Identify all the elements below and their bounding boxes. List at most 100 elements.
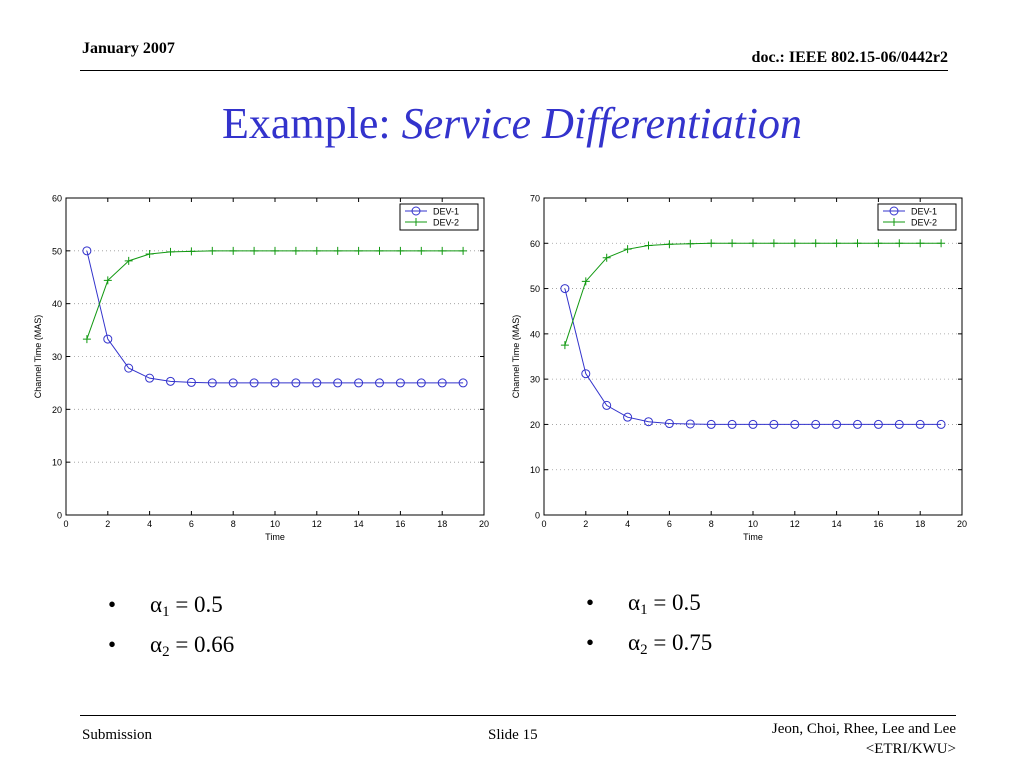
data-point-plus [291, 246, 300, 255]
bullet-greek: α [150, 632, 163, 657]
x-tick-label: 2 [105, 519, 110, 529]
data-point-circle [207, 378, 217, 388]
data-point-plus [375, 246, 384, 255]
data-point-circle [936, 419, 946, 429]
data-point-circle [769, 419, 779, 429]
data-point-circle [685, 419, 695, 429]
data-point-circle [124, 363, 134, 373]
data-point-circle [706, 419, 716, 429]
footer-divider [80, 715, 956, 716]
y-tick-label: 10 [52, 458, 62, 468]
y-tick-label: 20 [52, 405, 62, 415]
data-point-circle [103, 334, 113, 344]
y-tick-label: 10 [530, 465, 540, 475]
x-axis-label: Time [743, 532, 763, 542]
data-point-circle [894, 419, 904, 429]
data-point-plus [271, 246, 279, 255]
data-point-circle [873, 419, 883, 429]
data-point-circle [790, 419, 800, 429]
data-point-plus [644, 241, 653, 250]
data-point-circle [186, 377, 196, 387]
data-point-circle [727, 419, 737, 429]
data-point-circle [249, 378, 259, 388]
series-line-dev-1 [86, 250, 464, 384]
bullet-list-left: • α1 = 0.5 • α2 = 0.66 [108, 589, 234, 669]
y-tick-label: 70 [530, 194, 540, 204]
slide-title: Example: Service Differentiation [0, 102, 1024, 146]
data-point-plus [560, 341, 569, 350]
y-tick-label: 50 [530, 284, 540, 294]
bullet-subscript: 1 [640, 602, 648, 618]
data-point-plus [333, 246, 342, 255]
y-tick-label: 40 [530, 329, 540, 339]
header-date: January 2007 [82, 40, 175, 57]
slide-title-emphasis: Service Differentiation [401, 99, 802, 148]
data-point-circle [853, 419, 862, 429]
data-point-circle [623, 412, 633, 422]
bullet-list-right: • α1 = 0.5 • α2 = 0.75 [586, 587, 712, 667]
data-point-circle [411, 206, 421, 216]
data-point-plus [874, 239, 883, 248]
bullet-text: = 0.5 [647, 590, 701, 615]
data-point-plus [250, 246, 259, 255]
data-point-circle [664, 419, 674, 429]
y-tick-label: 30 [530, 375, 540, 385]
bullet-item: • α2 = 0.66 [108, 629, 234, 669]
legend-label: DEV-2 [433, 218, 459, 228]
x-tick-label: 14 [354, 519, 364, 529]
bullet-text: = 0.75 [647, 630, 713, 655]
x-tick-label: 12 [790, 519, 800, 529]
footer-submission: Submission [82, 727, 153, 743]
series-line-dev-1 [564, 288, 942, 425]
data-point-plus [354, 246, 363, 255]
plot-area [544, 198, 962, 515]
data-point-plus [853, 239, 862, 248]
data-point-plus [811, 239, 820, 248]
data-point-circle [581, 369, 591, 379]
bullet-symbol: • [586, 630, 595, 655]
data-point-plus [937, 239, 946, 248]
data-point-plus [749, 239, 757, 248]
y-axis-label: Channel Time (MAS) [511, 315, 521, 399]
y-tick-label: 50 [52, 246, 62, 256]
legend-label: DEV-1 [433, 207, 459, 217]
data-point-circle [437, 378, 447, 388]
data-point-circle [333, 378, 343, 388]
y-tick-label: 20 [530, 420, 540, 430]
footer-authors: Jeon, Choi, Rhee, Lee and Lee <ETRI/KWU> [772, 719, 956, 759]
bullet-greek: α [628, 590, 641, 615]
bullet-item: • α1 = 0.5 [586, 587, 712, 627]
data-point-circle [270, 378, 280, 388]
x-tick-label: 20 [479, 519, 489, 529]
data-point-circle [354, 378, 364, 388]
legend-label: DEV-1 [911, 207, 937, 217]
bullet-symbol: • [108, 632, 117, 657]
slide-title-prefix: Example: [222, 99, 402, 148]
bullet-symbol: • [108, 592, 117, 617]
x-tick-label: 16 [873, 519, 883, 529]
y-tick-label: 30 [52, 352, 62, 362]
data-point-circle [458, 378, 468, 388]
y-tick-label: 0 [57, 511, 62, 521]
x-tick-label: 6 [667, 519, 672, 529]
data-point-circle [602, 400, 612, 410]
data-point-circle [889, 206, 899, 216]
y-axis-label: Channel Time (MAS) [33, 315, 43, 399]
data-point-plus [728, 239, 737, 248]
data-point-circle [82, 246, 92, 256]
x-tick-label: 4 [625, 519, 630, 529]
x-tick-label: 8 [231, 519, 236, 529]
data-point-circle [166, 376, 175, 386]
x-axis-label: Time [265, 532, 285, 542]
x-tick-label: 0 [541, 519, 546, 529]
data-point-circle [375, 378, 384, 388]
data-point-plus [187, 247, 196, 256]
data-point-plus [769, 239, 778, 248]
data-point-plus [895, 239, 904, 248]
x-tick-label: 10 [270, 519, 280, 529]
x-tick-label: 18 [437, 519, 447, 529]
data-point-plus [890, 218, 898, 226]
x-tick-label: 4 [147, 519, 152, 529]
y-tick-label: 0 [535, 511, 540, 521]
plot-area [66, 198, 484, 515]
